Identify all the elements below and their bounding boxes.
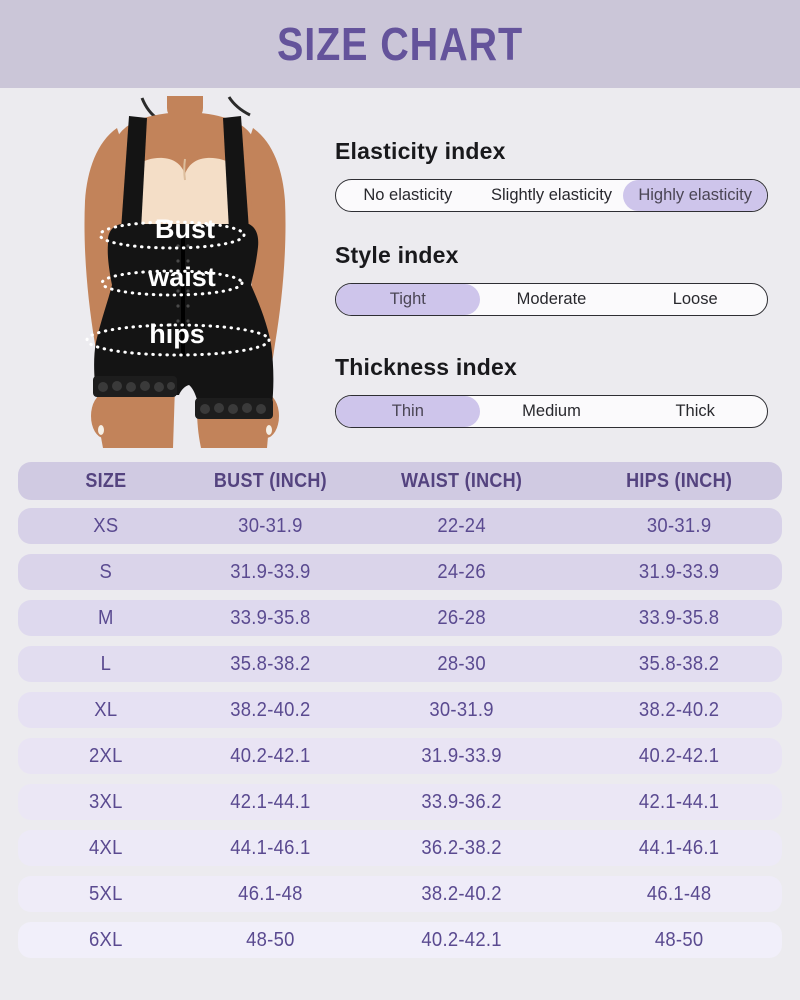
bra-shape [127,157,245,230]
measurement-cell: 33.9-35.8 [229,606,311,629]
measurement-cell: 30-31.9 [237,514,303,537]
measurement-cell: 30-31.9 [428,698,494,721]
index-option[interactable]: Tight [336,284,480,315]
measurement-cell: 26-28 [436,606,486,629]
index-option[interactable]: Highly elasticity [623,180,767,211]
hips-label: hips [149,319,205,349]
index-option[interactable]: Slightly elasticity [490,186,613,204]
column-header-hips: HIPS (INCH) [625,469,732,492]
table-row: 2XL 40.2-42.1 31.9-33.9 40.2-42.1 [18,738,782,774]
measurement-cell: 38.2-40.2 [229,698,311,721]
index-option[interactable]: Thick [675,402,715,420]
measurement-cell: 33.9-36.2 [420,790,502,813]
waist-label: waist [147,262,216,292]
measurement-cell: 40.2-42.1 [229,744,311,767]
figure-illustration: Bust waist hips [84,96,286,448]
bra-seam [183,158,186,181]
table-row: L 35.8-38.2 28-30 35.8-38.2 [18,646,782,682]
bust-measure-ellipse [98,220,246,250]
measurement-cell: 35.8-38.2 [638,652,720,675]
index-panels: Elasticity index No elasticity Slightly … [335,138,768,458]
index-option[interactable]: Loose [672,290,718,308]
index-option[interactable]: Medium [522,402,581,420]
table-row: 3XL 42.1-44.1 33.9-36.2 42.1-44.1 [18,784,782,820]
measurement-cell: 38.2-40.2 [420,882,502,905]
thickness-index-section: Thickness index Thin Medium Thick [335,354,768,428]
size-cell: 6XL [89,928,123,951]
column-header-size: SIZE [85,469,127,492]
elasticity-index-section: Elasticity index No elasticity Slightly … [335,138,768,212]
column-header-waist: WAIST (INCH) [400,469,522,492]
measurement-cell: 44.1-46.1 [638,836,720,859]
main-content: Bust waist hips Elasticity index No elas… [0,88,800,1000]
thickness-index-title: Thickness index [335,354,517,380]
hips-measure-ellipse [85,323,271,357]
size-cell: 4XL [89,836,123,859]
size-table-rows: XS 30-31.9 22-24 30-31.9 S 31.9-33.9 24-26 31.9… [18,508,782,958]
index-option[interactable]: No elasticity [363,186,453,204]
measurement-cell: 33.9-35.8 [638,606,720,629]
table-row: 4XL 44.1-46.1 36.2-38.2 44.1-46.1 [18,830,782,866]
size-table: SIZE BUST (INCH) WAIST (INCH) HIPS (INCH… [18,462,782,968]
table-row: 5XL 46.1-48 38.2-40.2 46.1-48 [18,876,782,912]
hand-detail [98,425,272,435]
index-bar: No elasticity Slightly elasticity Highly… [335,179,768,212]
table-row: M 33.9-35.8 26-28 33.9-35.8 [18,600,782,636]
measurement-cell: 31.9-33.9 [420,744,502,767]
lace-trim [93,376,273,419]
title-banner: SIZE CHART [0,0,800,88]
size-table-header: SIZE BUST (INCH) WAIST (INCH) HIPS (INCH… [18,462,782,500]
measurement-cell: 40.2-42.1 [420,928,502,951]
measurement-cell: 42.1-44.1 [229,790,311,813]
table-row: XL 38.2-40.2 30-31.9 38.2-40.2 [18,692,782,728]
measurement-cell: 48-50 [245,928,295,951]
index-option[interactable]: Moderate [516,290,587,308]
measurement-cell: 46.1-48 [646,882,712,905]
size-cell: XS [93,514,119,537]
measurement-cell: 30-31.9 [646,514,712,537]
measurement-cell: 40.2-42.1 [638,744,720,767]
page-title: SIZE CHART [277,18,523,70]
style-index-title: Style index [335,242,459,268]
bust-label: Bust [155,214,215,244]
measurement-cell: 42.1-44.1 [638,790,720,813]
size-cell: 2XL [89,744,123,767]
measurement-cell: 24-26 [436,560,486,583]
table-row: XS 30-31.9 22-24 30-31.9 [18,508,782,544]
measurement-cell: 22-24 [436,514,486,537]
size-cell: 3XL [89,790,123,813]
size-cell: XL [94,698,118,721]
measurement-cell: 28-30 [436,652,486,675]
size-cell: L [100,652,112,675]
elasticity-index-title: Elasticity index [335,138,506,164]
index-option[interactable]: Thin [336,396,480,427]
table-row: 6XL 48-50 40.2-42.1 48-50 [18,922,782,958]
measurement-cell: 46.1-48 [237,882,303,905]
measurement-cell: 31.9-33.9 [638,560,720,583]
index-bar: Thin Medium Thick [335,395,768,428]
measurement-cell: 31.9-33.9 [229,560,311,583]
measurement-cell: 36.2-38.2 [420,836,502,859]
measurement-cell: 38.2-40.2 [638,698,720,721]
product-figure: Bust waist hips [45,96,325,448]
table-row: S 31.9-33.9 24-26 31.9-33.9 [18,554,782,590]
index-bar: Tight Moderate Loose [335,283,768,316]
waist-measure-ellipse [100,269,244,297]
measurement-cell: 44.1-46.1 [229,836,311,859]
measurement-cell: 48-50 [654,928,704,951]
size-cell: M [98,606,114,629]
size-cell: 5XL [89,882,123,905]
column-header-bust: BUST (INCH) [213,469,327,492]
style-index-section: Style index Tight Moderate Loose [335,242,768,316]
hair-wisp [227,96,251,117]
measurement-cell: 35.8-38.2 [229,652,311,675]
size-cell: S [99,560,113,583]
